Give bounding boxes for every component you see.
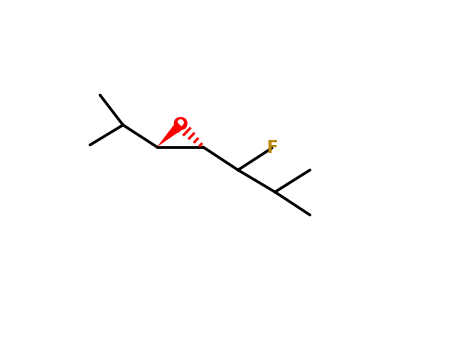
Text: F: F [266, 139, 278, 157]
Text: O: O [172, 116, 187, 134]
Polygon shape [157, 121, 183, 147]
